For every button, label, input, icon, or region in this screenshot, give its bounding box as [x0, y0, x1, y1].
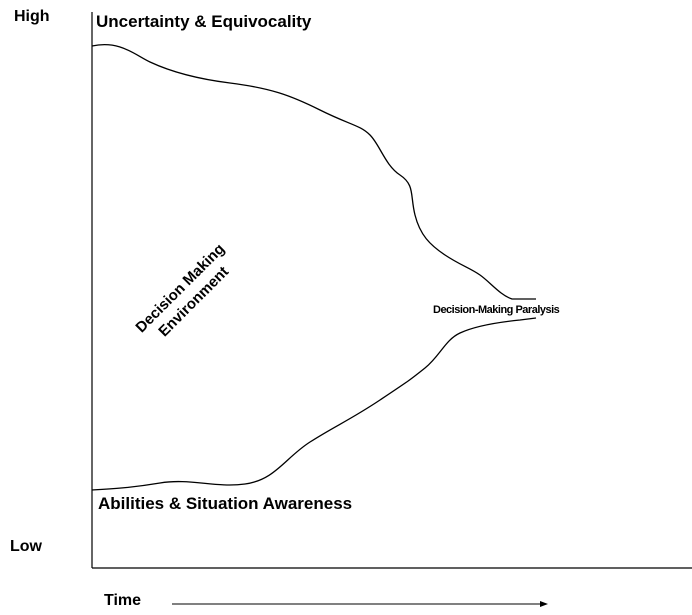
axis-high-label: High	[14, 8, 50, 25]
abilities-label: Abilities & Situation Awareness	[98, 494, 353, 513]
abilities-curve	[91, 317, 537, 491]
axis-low-label: Low	[10, 538, 42, 555]
time-arrowhead-icon	[540, 601, 548, 607]
uncertainty-label: Uncertainty & Equivocality	[96, 12, 312, 31]
uncertainty-curve	[91, 44, 536, 300]
paralysis-label: Decision-Making Paralysis	[433, 304, 560, 316]
time-label: Time	[104, 592, 142, 609]
